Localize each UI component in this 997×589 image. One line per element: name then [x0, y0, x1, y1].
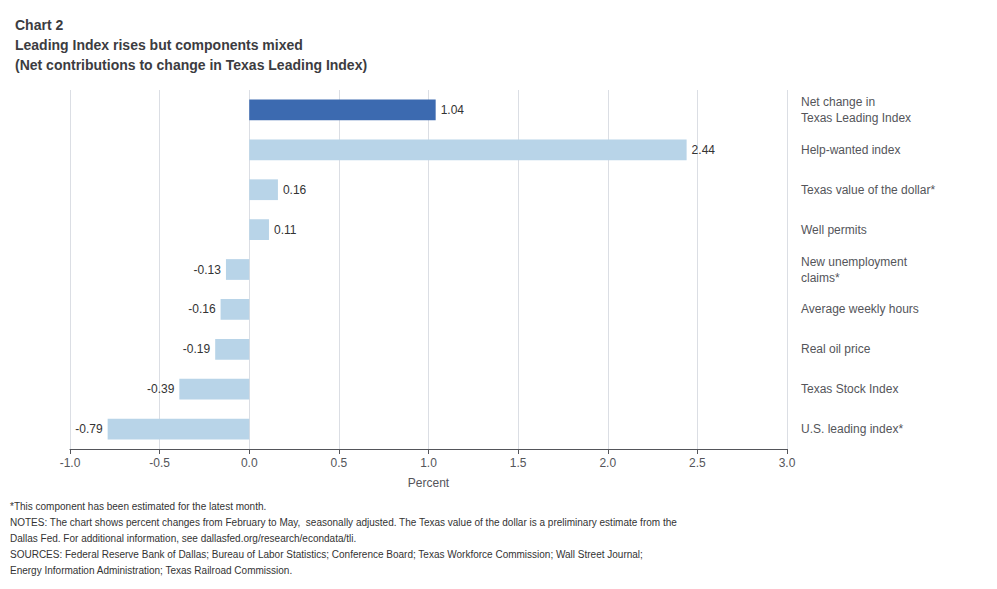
svg-text:2.44: 2.44 — [692, 143, 716, 157]
svg-text:Texas Stock Index: Texas Stock Index — [801, 382, 898, 396]
svg-text:(Net contributions to change i: (Net contributions to change in Texas Le… — [15, 57, 367, 73]
svg-text:Help-wanted index: Help-wanted index — [801, 143, 900, 157]
svg-text:claims*: claims* — [801, 271, 840, 285]
svg-text:New unemployment: New unemployment — [801, 255, 908, 269]
svg-text:-0.19: -0.19 — [183, 342, 211, 356]
svg-text:0.11: 0.11 — [274, 223, 297, 237]
svg-text:Net change in: Net change in — [801, 95, 875, 109]
svg-text:Leading Index rises but compon: Leading Index rises but components mixed — [15, 37, 303, 53]
svg-text:Dallas Fed. For additional inf: Dallas Fed. For additional information, … — [10, 533, 356, 544]
svg-text:0.5: 0.5 — [331, 456, 348, 470]
svg-text:SOURCES: Federal Reserve Bank: SOURCES: Federal Reserve Bank of Dallas;… — [10, 549, 643, 560]
svg-text:2.0: 2.0 — [599, 456, 616, 470]
svg-text:-0.13: -0.13 — [194, 263, 222, 277]
svg-text:NOTES: The chart shows percent: NOTES: The chart shows percent changes f… — [10, 517, 677, 528]
svg-text:-1.0: -1.0 — [60, 456, 81, 470]
svg-text:*This component has been estim: *This component has been estimated for t… — [10, 501, 266, 512]
svg-text:Percent: Percent — [408, 476, 450, 490]
svg-text:0.0: 0.0 — [241, 456, 258, 470]
svg-text:-0.16: -0.16 — [188, 302, 216, 316]
svg-text:Energy Information Administrat: Energy Information Administration; Texas… — [10, 565, 292, 576]
svg-text:1.0: 1.0 — [420, 456, 437, 470]
svg-text:Real oil price: Real oil price — [801, 342, 871, 356]
svg-text:U.S. leading index*: U.S. leading index* — [801, 422, 903, 436]
svg-text:Average weekly hours: Average weekly hours — [801, 302, 919, 316]
svg-text:0.16: 0.16 — [283, 183, 307, 197]
svg-text:Well permits: Well permits — [801, 223, 867, 237]
svg-text:2.5: 2.5 — [689, 456, 706, 470]
svg-text:-0.39: -0.39 — [147, 382, 175, 396]
svg-text:3.0: 3.0 — [779, 456, 796, 470]
svg-text:Texas value of the dollar*: Texas value of the dollar* — [801, 183, 935, 197]
svg-text:Chart 2: Chart 2 — [15, 17, 63, 33]
svg-text:1.04: 1.04 — [441, 103, 465, 117]
svg-text:-0.5: -0.5 — [149, 456, 170, 470]
svg-text:Texas Leading Index: Texas Leading Index — [801, 111, 911, 125]
svg-text:1.5: 1.5 — [510, 456, 527, 470]
svg-text:-0.79: -0.79 — [75, 422, 103, 436]
